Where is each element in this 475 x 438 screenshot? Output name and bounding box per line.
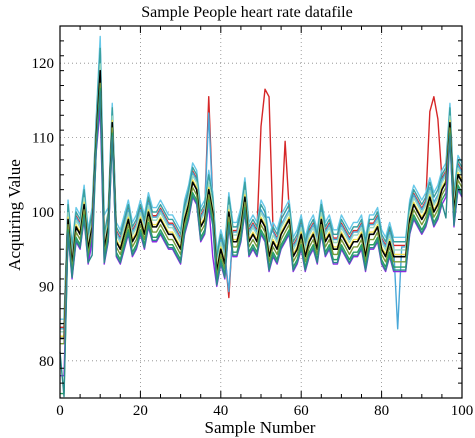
y-tick-label: 120 bbox=[32, 56, 55, 72]
series-line-11 bbox=[59, 90, 463, 398]
series-line-8 bbox=[60, 82, 463, 345]
y-axis-label: Acquiring Value bbox=[5, 159, 24, 271]
series-line-5 bbox=[60, 63, 463, 333]
x-tick-label: 0 bbox=[56, 403, 64, 419]
series-line-7 bbox=[60, 69, 463, 340]
x-tick-label: 60 bbox=[294, 403, 309, 419]
series-line-3 bbox=[60, 35, 463, 320]
chart-title: Sample People heart rate datafile bbox=[141, 4, 352, 21]
series-line-1 bbox=[60, 43, 463, 329]
x-tick-label: 100 bbox=[451, 403, 474, 419]
x-tick-label: 40 bbox=[213, 403, 228, 419]
series-line-4 bbox=[60, 47, 463, 325]
series-line-9 bbox=[60, 87, 463, 395]
series-line-2 bbox=[60, 45, 463, 330]
y-tick-label: 100 bbox=[32, 205, 55, 221]
y-tick-label: 90 bbox=[39, 279, 54, 295]
y-tick-label: 110 bbox=[32, 131, 54, 147]
x-tick-label: 80 bbox=[374, 403, 389, 419]
x-axis-label: Sample Number bbox=[205, 418, 316, 437]
x-tick-label: 20 bbox=[133, 403, 148, 419]
plot-area: 0 20 40 60 80 100 80 90 100 110 120 bbox=[32, 25, 474, 419]
y-tick-label: 80 bbox=[39, 354, 54, 370]
